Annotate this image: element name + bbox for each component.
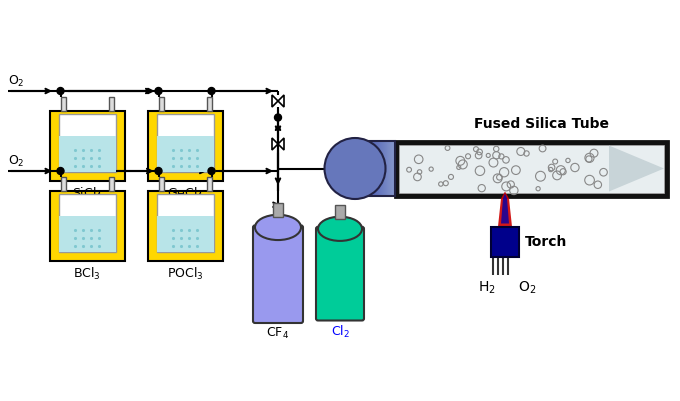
Text: GeCl$_4$: GeCl$_4$ bbox=[167, 186, 203, 202]
FancyBboxPatch shape bbox=[109, 178, 114, 192]
FancyBboxPatch shape bbox=[358, 142, 359, 196]
FancyBboxPatch shape bbox=[395, 141, 668, 197]
Text: Torch: Torch bbox=[525, 235, 567, 249]
Polygon shape bbox=[272, 139, 278, 151]
Text: BCl$_3$: BCl$_3$ bbox=[73, 265, 101, 282]
FancyBboxPatch shape bbox=[385, 142, 386, 196]
FancyBboxPatch shape bbox=[273, 203, 283, 217]
FancyBboxPatch shape bbox=[376, 142, 377, 196]
FancyBboxPatch shape bbox=[156, 115, 214, 172]
FancyBboxPatch shape bbox=[362, 142, 363, 196]
FancyBboxPatch shape bbox=[390, 142, 391, 196]
FancyBboxPatch shape bbox=[207, 178, 211, 192]
FancyBboxPatch shape bbox=[383, 142, 384, 196]
FancyBboxPatch shape bbox=[361, 142, 362, 196]
FancyBboxPatch shape bbox=[382, 142, 383, 196]
FancyBboxPatch shape bbox=[156, 217, 214, 252]
FancyBboxPatch shape bbox=[335, 205, 345, 219]
Text: O$_2$: O$_2$ bbox=[8, 74, 24, 89]
Polygon shape bbox=[278, 139, 284, 151]
FancyBboxPatch shape bbox=[387, 142, 388, 196]
FancyBboxPatch shape bbox=[148, 192, 222, 261]
FancyBboxPatch shape bbox=[381, 142, 382, 196]
Circle shape bbox=[275, 115, 282, 122]
FancyBboxPatch shape bbox=[58, 217, 116, 252]
FancyBboxPatch shape bbox=[388, 142, 389, 196]
FancyBboxPatch shape bbox=[61, 98, 65, 112]
FancyBboxPatch shape bbox=[368, 142, 369, 196]
FancyBboxPatch shape bbox=[379, 142, 380, 196]
FancyBboxPatch shape bbox=[50, 192, 124, 261]
FancyBboxPatch shape bbox=[393, 142, 394, 196]
FancyBboxPatch shape bbox=[389, 142, 390, 196]
Ellipse shape bbox=[318, 217, 362, 241]
FancyBboxPatch shape bbox=[374, 142, 375, 196]
Text: CF$_4$: CF$_4$ bbox=[267, 325, 290, 340]
Circle shape bbox=[155, 88, 162, 95]
Ellipse shape bbox=[255, 215, 301, 241]
FancyBboxPatch shape bbox=[58, 194, 116, 252]
Text: Fused Silica Tube: Fused Silica Tube bbox=[474, 117, 609, 131]
FancyBboxPatch shape bbox=[156, 194, 214, 252]
FancyBboxPatch shape bbox=[491, 227, 519, 257]
FancyBboxPatch shape bbox=[356, 142, 357, 196]
FancyBboxPatch shape bbox=[378, 142, 379, 196]
FancyBboxPatch shape bbox=[109, 98, 114, 112]
FancyBboxPatch shape bbox=[363, 142, 364, 196]
Polygon shape bbox=[501, 194, 509, 224]
FancyBboxPatch shape bbox=[377, 142, 378, 196]
Circle shape bbox=[57, 168, 64, 175]
FancyBboxPatch shape bbox=[370, 142, 371, 196]
FancyBboxPatch shape bbox=[158, 178, 163, 192]
FancyBboxPatch shape bbox=[359, 142, 360, 196]
Text: POCl$_3$: POCl$_3$ bbox=[167, 265, 203, 282]
FancyBboxPatch shape bbox=[392, 142, 393, 196]
FancyBboxPatch shape bbox=[50, 112, 124, 182]
FancyBboxPatch shape bbox=[156, 137, 214, 172]
Polygon shape bbox=[278, 96, 284, 108]
FancyBboxPatch shape bbox=[373, 142, 374, 196]
FancyBboxPatch shape bbox=[384, 142, 385, 196]
FancyBboxPatch shape bbox=[380, 142, 381, 196]
Text: O$_2$: O$_2$ bbox=[8, 154, 24, 168]
FancyBboxPatch shape bbox=[148, 112, 222, 182]
FancyBboxPatch shape bbox=[357, 142, 358, 196]
FancyBboxPatch shape bbox=[355, 142, 356, 196]
FancyBboxPatch shape bbox=[386, 142, 387, 196]
FancyBboxPatch shape bbox=[58, 115, 116, 172]
FancyBboxPatch shape bbox=[375, 142, 376, 196]
Polygon shape bbox=[498, 192, 512, 227]
Polygon shape bbox=[609, 146, 664, 192]
Circle shape bbox=[324, 139, 386, 200]
Circle shape bbox=[208, 88, 215, 95]
FancyBboxPatch shape bbox=[372, 142, 373, 196]
FancyBboxPatch shape bbox=[253, 226, 303, 323]
Circle shape bbox=[208, 168, 215, 175]
FancyBboxPatch shape bbox=[364, 142, 365, 196]
Text: H$_2$: H$_2$ bbox=[478, 279, 496, 295]
Text: SiCl$_4$: SiCl$_4$ bbox=[71, 186, 103, 202]
Circle shape bbox=[155, 168, 162, 175]
FancyBboxPatch shape bbox=[207, 98, 211, 112]
FancyBboxPatch shape bbox=[367, 142, 368, 196]
FancyBboxPatch shape bbox=[316, 227, 364, 321]
FancyBboxPatch shape bbox=[369, 142, 370, 196]
Circle shape bbox=[57, 88, 64, 95]
FancyBboxPatch shape bbox=[394, 142, 395, 196]
Text: Cl$_2$: Cl$_2$ bbox=[330, 323, 350, 339]
FancyBboxPatch shape bbox=[58, 137, 116, 172]
Text: O$_2$: O$_2$ bbox=[518, 279, 536, 295]
FancyBboxPatch shape bbox=[158, 98, 163, 112]
FancyBboxPatch shape bbox=[61, 178, 65, 192]
FancyBboxPatch shape bbox=[371, 142, 372, 196]
FancyBboxPatch shape bbox=[391, 142, 392, 196]
Polygon shape bbox=[272, 96, 278, 108]
FancyBboxPatch shape bbox=[366, 142, 367, 196]
FancyBboxPatch shape bbox=[399, 145, 664, 193]
FancyBboxPatch shape bbox=[360, 142, 361, 196]
FancyBboxPatch shape bbox=[365, 142, 366, 196]
